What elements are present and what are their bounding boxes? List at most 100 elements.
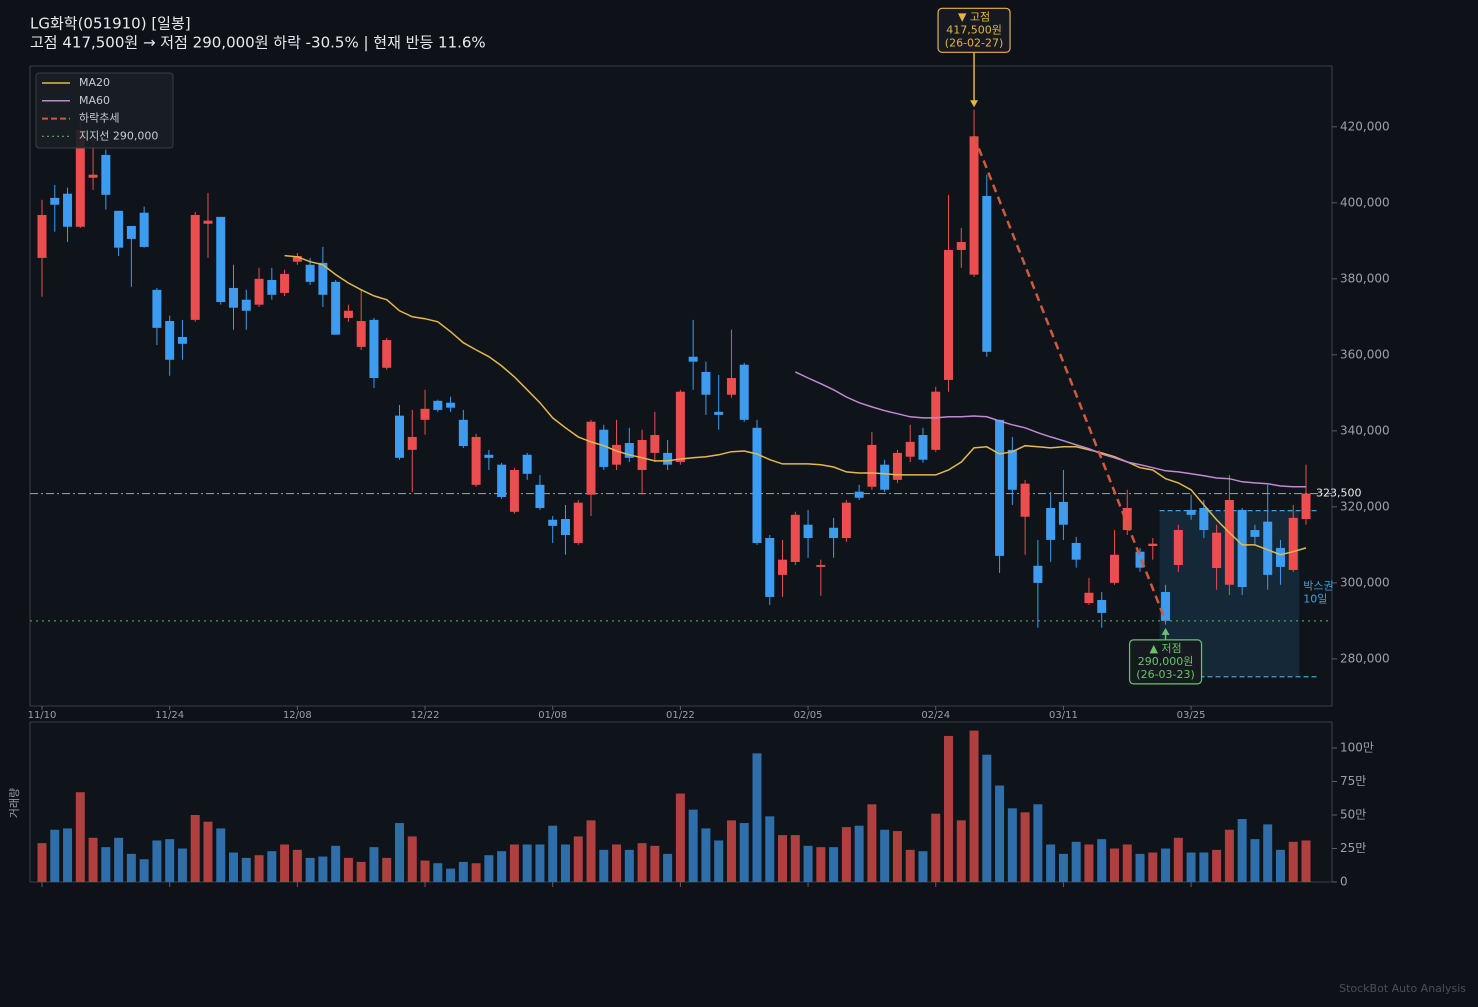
candle-body [726,378,736,395]
candle-body [1301,493,1311,520]
candle-body [701,371,711,395]
candle-body [50,197,60,205]
candle-body [944,249,954,380]
y-tick-label: 280,000 [1340,651,1390,665]
volume-bar [778,835,788,882]
volume-bar [1301,840,1311,882]
candle-body [739,364,749,420]
x-tick-label: 11/24 [155,710,184,721]
volume-bar [1109,848,1119,882]
candle-body [394,415,404,458]
volume-bar [50,829,60,882]
x-tick-label: 01/08 [538,710,567,721]
candle-body [905,441,915,457]
candle-body [177,336,187,344]
candle-body [522,454,532,474]
volume-bar [471,863,481,882]
candle-body [63,193,73,227]
candle-body [573,502,583,543]
volume-bar [624,849,634,882]
candle-body [1058,501,1068,525]
candle-body [995,419,1005,556]
volume-bar [816,847,826,882]
volume-bar [331,845,341,882]
volume-bar [203,821,213,882]
volume-bar [982,754,992,882]
volume-bar [292,849,302,882]
candle-body [1007,449,1017,490]
candle-body [1097,599,1107,613]
volume-bar [1135,853,1145,882]
candle-body [152,289,162,328]
volume-bar [918,851,928,882]
volume-bar [714,840,724,882]
y-tick-label: 50만 [1340,807,1366,821]
candle-body [37,214,47,258]
candle-body [356,321,366,347]
volume-bar [1084,844,1094,882]
volume-bar [139,859,149,882]
volume-bar [1288,841,1298,882]
candle-body [254,278,264,305]
price-panel [29,65,1333,707]
candle-body [765,538,775,597]
candle-body [1173,530,1183,566]
candle-body [216,216,226,303]
trend-line [972,135,1167,622]
volume-bar [190,814,200,882]
candle-body [1224,500,1234,585]
volume-bar [1161,848,1171,882]
candle-body [75,129,85,227]
candle-body [854,491,864,498]
candle-body [165,321,175,360]
legend-label: 지지선 290,000 [79,129,158,142]
candle-body [433,400,443,410]
volume-bar [573,836,583,882]
candle-body [956,241,966,250]
volume-bar [854,825,864,882]
volume-bar [599,849,609,882]
candle-body [1288,517,1298,570]
volume-bar [969,730,979,882]
candle-body [778,559,788,575]
candle-body [420,408,430,420]
y-tick-label: 75만 [1340,774,1366,788]
candle-body [867,444,877,487]
chart-title: LG화학(051910) [일봉] [30,15,191,33]
candle-body [803,524,813,539]
volume-bar [522,844,532,882]
volume-bar [548,825,558,882]
volume-bar [433,863,443,882]
volume-bar [880,829,890,882]
candle-body [267,279,277,295]
y-tick-label: 340,000 [1340,423,1390,437]
candle-body [892,452,902,480]
volume-bar [254,855,264,882]
legend-box [35,72,174,149]
y-tick-label: 400,000 [1340,195,1390,209]
candle-body [548,519,558,526]
candle-body [1020,483,1030,517]
volume-bar [637,843,647,882]
candle-body [407,436,417,450]
volume-bar [1173,837,1183,882]
candle-body [612,444,622,465]
candle-body [560,519,570,535]
volume-bar [829,847,839,882]
candle-body [1263,521,1273,575]
annotation-text: 417,500원 [946,23,1002,36]
candle-body [1161,591,1171,621]
candle-body [369,319,379,379]
candle-body [663,452,673,465]
legend-label: 하락추세 [79,111,119,125]
x-tick-label: 01/22 [666,710,695,721]
volume-bar [1250,839,1260,882]
current-price-label: 323,500 [1316,487,1362,500]
legend-label: MA20 [79,76,110,89]
volume-bar [1007,808,1017,882]
candle-body [190,214,200,320]
candle-body [229,287,239,308]
candle-body [1109,554,1119,583]
ma-line [284,254,1307,556]
volume-bar [126,853,136,882]
